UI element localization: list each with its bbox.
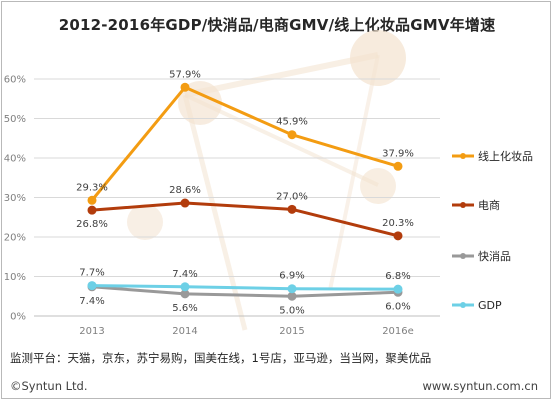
- y-tick-label: 40%: [4, 154, 26, 165]
- data-label-ecommerce: 20.3%: [382, 218, 414, 229]
- series-line-gdp: [90, 284, 400, 291]
- data-label-ecommerce: 28.6%: [169, 185, 201, 196]
- series-line-ecommerce: [90, 201, 400, 238]
- y-tick-label: 50%: [4, 114, 26, 125]
- x-tick-label: 2013: [79, 326, 104, 337]
- legend-label-fmcg: 快消品: [478, 249, 511, 263]
- data-point-cosmetics: [87, 195, 97, 205]
- data-label-ecommerce: 27.0%: [276, 191, 308, 202]
- legend-label-cosmetics: 线上化妆品: [478, 149, 533, 163]
- x-tick-label: 2016e: [382, 326, 414, 337]
- source-note: 监测平台：天猫，京东，苏宁易购，国美在线，1号店，亚马逊，当当网，聚美优品: [10, 351, 432, 365]
- data-label-gdp: 6.8%: [385, 271, 410, 282]
- website-text: www.syntun.com.cn: [422, 379, 538, 393]
- data-point-ecommerce: [287, 204, 297, 214]
- legend-marker-ecommerce: [460, 202, 466, 208]
- data-point-ecommerce: [87, 205, 97, 215]
- data-label-fmcg: 5.0%: [279, 305, 304, 316]
- decor-band: [328, 54, 380, 291]
- data-label-fmcg: 7.4%: [79, 296, 104, 307]
- data-label-cosmetics: 57.9%: [169, 69, 201, 80]
- decor-band: [182, 94, 248, 331]
- data-point-gdp: [287, 284, 297, 294]
- background-decoration: [127, 30, 406, 331]
- legend-marker-gdp: [460, 302, 466, 308]
- data-label-fmcg: 6.0%: [385, 301, 410, 312]
- legend-marker-cosmetics: [460, 153, 466, 159]
- data-point-fmcg: [180, 289, 190, 299]
- decor-circle: [350, 30, 406, 86]
- data-label-cosmetics: 29.3%: [76, 182, 108, 193]
- legend-marker-fmcg: [460, 253, 466, 259]
- decor-circle: [360, 168, 396, 204]
- decor-circle: [127, 204, 163, 240]
- y-tick-label: 10%: [4, 272, 26, 283]
- legend-label-gdp: GDP: [478, 299, 502, 312]
- data-point-gdp: [87, 281, 97, 291]
- series-line-cosmetics: [90, 85, 400, 202]
- y-tick-label: 30%: [4, 193, 26, 204]
- data-point-cosmetics: [180, 82, 190, 92]
- data-point-ecommerce: [393, 231, 403, 241]
- x-tick-label: 2015: [279, 326, 304, 337]
- data-point-gdp: [393, 284, 403, 294]
- y-axis-ticks: 0% 10% 20% 30% 40% 50% 60%: [4, 75, 26, 323]
- y-tick-label: 0%: [10, 312, 26, 323]
- data-label-gdp: 7.7%: [79, 268, 104, 279]
- data-point-cosmetics: [287, 130, 297, 140]
- y-tick-label: 60%: [4, 75, 26, 86]
- data-point-gdp: [180, 282, 190, 292]
- data-label-fmcg: 5.6%: [172, 303, 197, 314]
- x-tick-label: 2014: [172, 326, 197, 337]
- data-label-gdp: 6.9%: [279, 271, 304, 282]
- copyright-text: ©Syntun Ltd.: [10, 379, 88, 393]
- data-label-cosmetics: 45.9%: [276, 117, 308, 128]
- data-label-cosmetics: 37.9%: [382, 148, 414, 159]
- decor-circle: [178, 81, 222, 125]
- data-point-ecommerce: [180, 198, 190, 208]
- series-line-fmcg: [90, 285, 400, 298]
- legend-label-ecommerce: 电商: [478, 198, 500, 212]
- data-labels: 29.3% 57.9% 45.9% 37.9% 26.8% 28.6% 27.0% 20.3%…: [76, 69, 414, 316]
- y-tick-label: 20%: [4, 233, 26, 244]
- series-lines: [87, 82, 403, 301]
- data-point-fmcg: [287, 291, 297, 301]
- data-point-cosmetics: [393, 161, 403, 171]
- data-label-ecommerce: 26.8%: [76, 219, 108, 230]
- decor-band: [184, 52, 379, 98]
- x-axis-ticks: 2013 2014 2015 2016e: [79, 326, 414, 337]
- data-label-gdp: 7.4%: [172, 269, 197, 280]
- chart-title: 2012-2016年GDP/快消品/电商GMV/线上化妆品GMV年增速: [58, 16, 496, 34]
